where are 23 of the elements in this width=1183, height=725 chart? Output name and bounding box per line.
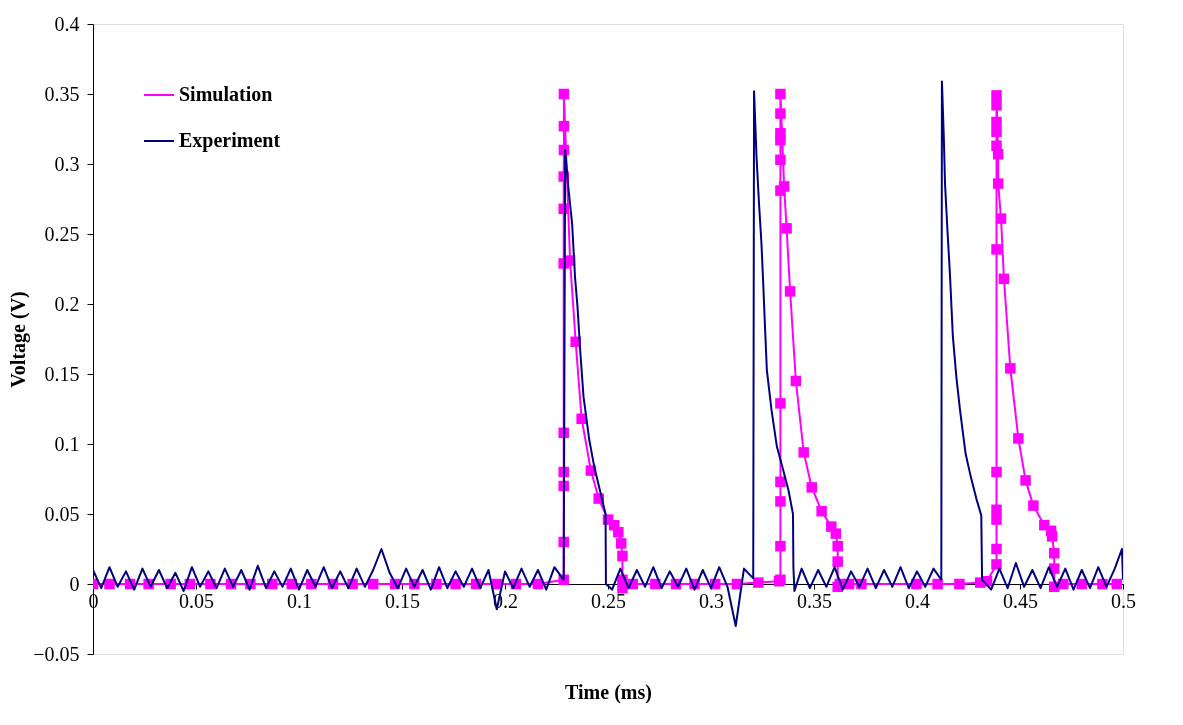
y-tick-label: 0.15 — [44, 362, 80, 385]
y-tick-label: 0 — [69, 572, 80, 595]
y-tick-label: 0.2 — [54, 292, 80, 315]
y-tick-label: −0.05 — [33, 642, 80, 665]
y-tick-label: 0.05 — [44, 502, 80, 525]
y-tick-label: 0.25 — [44, 222, 80, 245]
y-axis-title: Voltage (V) — [7, 291, 31, 388]
legend-label: Simulation — [179, 83, 273, 105]
x-tick-label: 0.5 — [1111, 589, 1136, 612]
x-tick-label: 0.25 — [591, 589, 626, 612]
x-axis-title: Time (ms) — [565, 680, 652, 704]
x-tick-label: 0.45 — [1003, 589, 1038, 612]
legend-label: Experiment — [179, 129, 281, 152]
x-tick-label: 0.35 — [797, 589, 832, 612]
y-tick-label: 0.35 — [44, 82, 80, 105]
x-tick-label: 0.4 — [905, 589, 930, 612]
y-tick-label: 0.1 — [54, 432, 80, 455]
x-tick-label: 0.05 — [179, 589, 214, 612]
y-tick-label: 0.4 — [54, 12, 80, 35]
x-tick-label: 0.1 — [287, 589, 312, 612]
x-tick-label: 0.3 — [699, 589, 724, 612]
x-tick-label: 0.15 — [385, 589, 420, 612]
y-tick-label: 0.3 — [54, 152, 80, 175]
